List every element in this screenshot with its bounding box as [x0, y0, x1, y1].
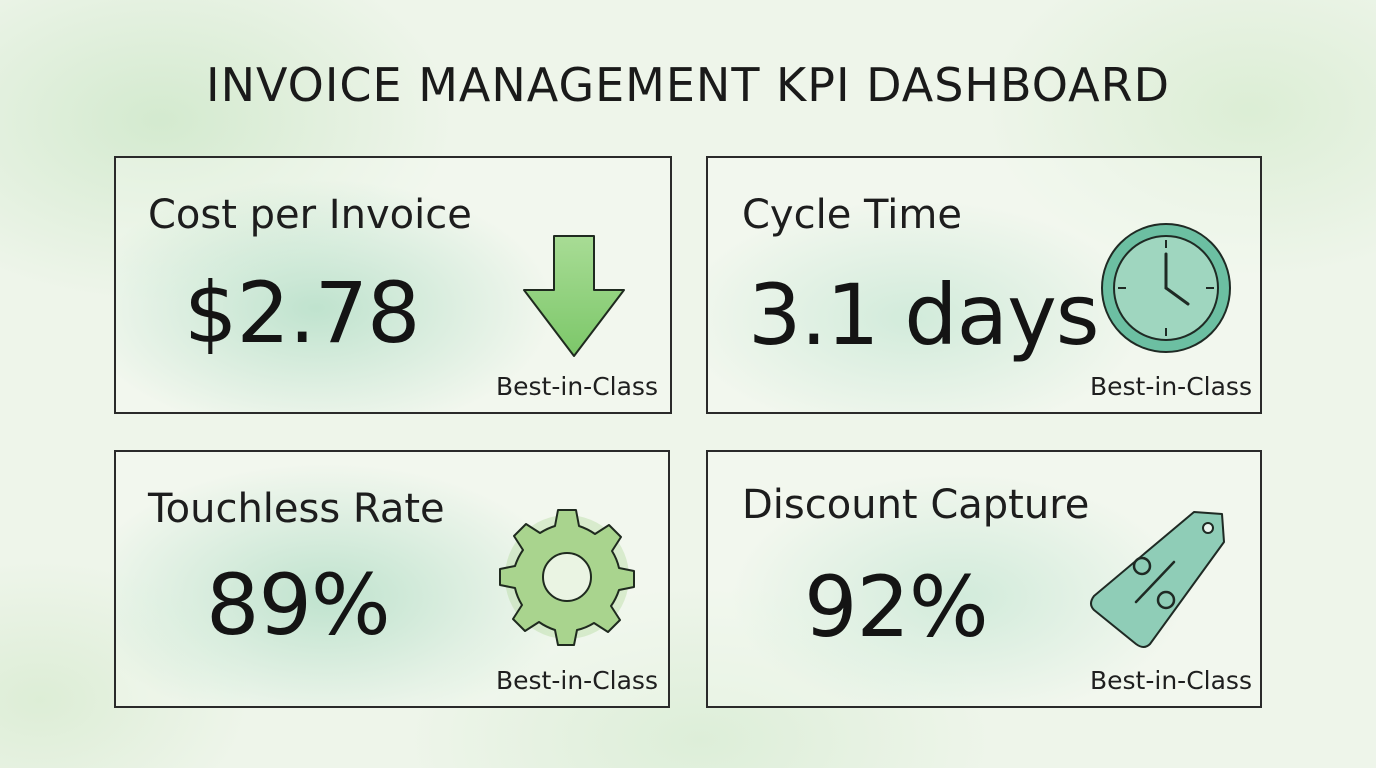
gear-icon: [499, 509, 635, 646]
kpi-label: Discount Capture: [742, 482, 1090, 528]
kpi-label: Cycle Time: [742, 192, 962, 238]
kpi-card-touchless-rate: Touchless Rate 89% Best-in-Class: [114, 450, 670, 708]
down-arrow-icon: [523, 235, 625, 357]
kpi-value: $2.78: [184, 264, 420, 362]
kpi-label: Cost per Invoice: [148, 192, 472, 238]
dashboard-title: INVOICE MANAGEMENT KPI DASHBOARD: [206, 58, 1170, 112]
percent-tag-icon: [1090, 511, 1225, 648]
kpi-card-cycle-time: Cycle Time 3.1 days Best-in-Class: [706, 156, 1262, 414]
kpi-value: 3.1 days: [748, 266, 1100, 364]
kpi-card-cost-per-invoice: Cost per Invoice $2.78 Best-in-Class: [114, 156, 672, 414]
kpi-label: Touchless Rate: [148, 486, 445, 532]
clock-icon: [1101, 223, 1231, 353]
best-in-class-badge: Best-in-Class: [1090, 372, 1252, 401]
kpi-value: 89%: [206, 556, 391, 654]
best-in-class-badge: Best-in-Class: [1090, 666, 1252, 695]
best-in-class-badge: Best-in-Class: [496, 666, 658, 695]
best-in-class-badge: Best-in-Class: [496, 372, 658, 401]
kpi-card-discount-capture: Discount Capture 92% Best-in-Class: [706, 450, 1262, 708]
kpi-value: 92%: [804, 558, 989, 656]
